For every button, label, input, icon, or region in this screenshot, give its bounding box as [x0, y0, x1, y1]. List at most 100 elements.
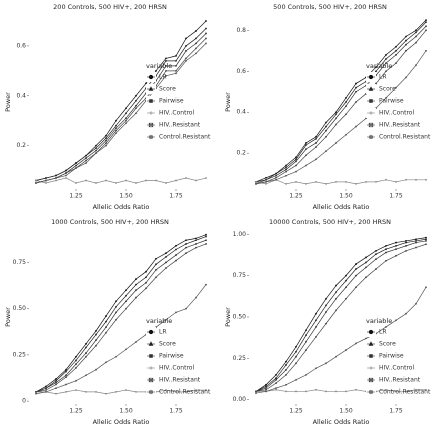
data-point [425, 178, 427, 181]
data-point [405, 390, 407, 393]
data-point [395, 319, 397, 322]
y-axis-title: Power [224, 92, 232, 112]
data-point [95, 333, 97, 336]
legend-label: HIV..Resistant [159, 122, 201, 129]
data-point [75, 359, 77, 362]
data-point [415, 64, 417, 67]
data-point [115, 127, 117, 130]
data-point [165, 59, 167, 62]
data-point [365, 337, 367, 340]
legend-title: variable [146, 317, 172, 325]
data-point [175, 254, 177, 256]
data-point [65, 368, 67, 371]
data-point [145, 281, 147, 284]
data-point [415, 388, 417, 391]
data-point [115, 318, 117, 321]
data-point [395, 244, 397, 247]
data-point [425, 240, 427, 242]
data-point [195, 389, 197, 391]
data-point [295, 160, 297, 163]
data-point [115, 124, 117, 127]
data-point [285, 183, 287, 185]
data-point [305, 148, 307, 150]
data-point [395, 45, 397, 48]
legend-symbol [368, 134, 374, 140]
data-point [105, 142, 107, 145]
legend-symbol [148, 329, 154, 335]
series-line [35, 43, 207, 184]
data-point [275, 178, 277, 181]
data-point [355, 342, 357, 345]
data-point [175, 54, 177, 57]
data-point [385, 58, 387, 60]
data-point [335, 284, 337, 287]
data-point [85, 355, 87, 358]
data-point [115, 119, 117, 122]
legend-label: HIV..Control [159, 365, 194, 372]
x-tick-label: 1.50 [119, 193, 133, 200]
data-point [35, 182, 37, 184]
series-line [35, 243, 207, 393]
legend-title: variable [366, 62, 392, 70]
data-point [105, 326, 107, 329]
data-point [415, 238, 417, 241]
data-point [55, 177, 57, 179]
data-point [265, 383, 267, 386]
data-point [95, 182, 97, 184]
data-point [195, 30, 197, 32]
series-line [255, 237, 427, 392]
data-point [355, 125, 357, 128]
data-point [115, 355, 117, 358]
data-point [55, 387, 57, 390]
data-point [415, 241, 417, 244]
data-point [135, 112, 137, 115]
data-point [65, 391, 67, 393]
legend-label: Pairwise [159, 353, 184, 360]
data-point [205, 283, 207, 286]
data-point [415, 302, 417, 305]
data-point [425, 238, 427, 241]
data-point [345, 97, 347, 99]
y-tick-label: 0.2 [16, 142, 26, 149]
legend-label: HIV..Resistant [379, 122, 421, 129]
data-point [305, 183, 307, 185]
data-point [285, 166, 287, 169]
y-tick-label: 0.25 [233, 355, 247, 362]
data-point [375, 258, 377, 261]
data-point [55, 378, 57, 380]
data-point [135, 278, 137, 280]
data-point [355, 90, 357, 93]
data-point [285, 168, 287, 171]
x-axis-title: Allelic Odds Ratio [313, 203, 370, 211]
data-point [195, 239, 197, 242]
y-tick-label: 0.6 [16, 42, 26, 49]
data-point [295, 180, 297, 183]
data-point [415, 41, 417, 44]
data-point [345, 279, 347, 282]
data-point [385, 178, 387, 181]
data-point [335, 113, 337, 116]
data-point [325, 322, 327, 325]
data-point [335, 142, 337, 144]
data-point [205, 177, 207, 179]
data-point [325, 297, 327, 300]
data-point [325, 121, 327, 124]
series-line [35, 177, 207, 184]
data-point [345, 133, 347, 136]
x-tick-label: 1.25 [289, 193, 303, 200]
data-point [425, 21, 427, 24]
series-line [255, 238, 427, 392]
data-point [345, 349, 347, 351]
data-point [205, 32, 207, 35]
data-point [375, 268, 377, 270]
legend-label: Pairwise [159, 98, 184, 105]
y-tick-label: 0.50 [233, 314, 247, 321]
legend-symbol [368, 74, 374, 80]
data-point [35, 391, 37, 393]
legend-symbol [369, 99, 373, 103]
data-point [265, 385, 267, 388]
data-point [105, 320, 107, 323]
data-point [65, 374, 67, 377]
y-tick-label: 0.75 [13, 259, 27, 266]
data-point [315, 135, 317, 138]
